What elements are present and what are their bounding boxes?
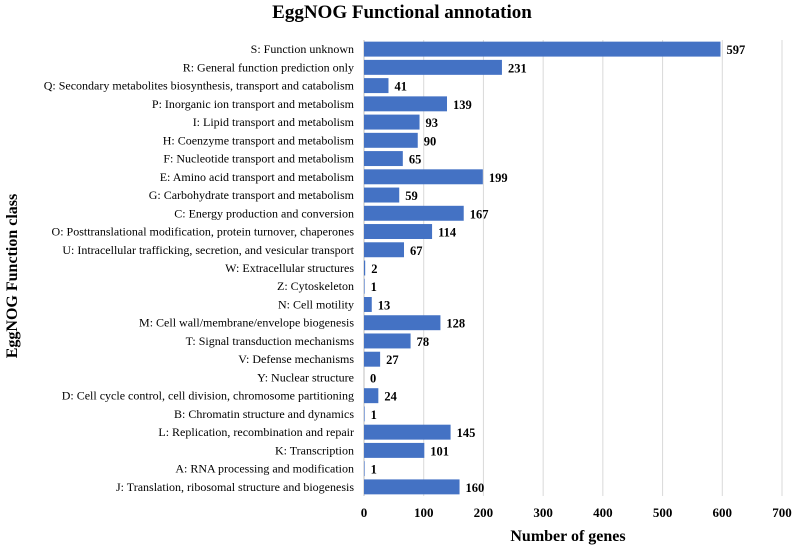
data-label: 1 [371, 408, 377, 422]
category-label: S: Function unknown [251, 42, 354, 56]
bar [364, 424, 451, 440]
category-label: D: Cell cycle control, cell division, ch… [62, 389, 354, 403]
bar [364, 461, 365, 477]
bar [364, 351, 381, 367]
x-axis-title: Number of genes [510, 528, 625, 545]
category-label: G: Carbohydrate transport and metabolism [149, 188, 355, 202]
x-tick-label: 0 [361, 505, 368, 520]
bar [364, 205, 464, 221]
gridlines [363, 40, 783, 496]
bar [364, 114, 420, 130]
data-label: 41 [394, 80, 407, 94]
bar [364, 96, 448, 112]
bars [364, 41, 721, 495]
x-tick-label: 100 [414, 505, 434, 520]
category-label: F: Nucleotide transport and metabolism [163, 152, 354, 166]
x-axis-ticks: 0 100 200 300 400 500 600 700 [361, 505, 792, 520]
bar [364, 388, 379, 404]
category-label: I: Lipid transport and metabolism [193, 115, 355, 129]
category-label: H: Coenzyme transport and metabolism [163, 133, 355, 147]
category-label: C: Energy production and conversion [174, 206, 354, 220]
data-label: 13 [378, 298, 391, 312]
category-label: N: Cell motility [278, 297, 354, 311]
data-label: 114 [438, 226, 457, 240]
category-labels: S: Function unknown R: General function p… [44, 42, 355, 494]
category-label: M: Cell wall/membrane/envelope biogenesi… [139, 316, 354, 330]
bar [364, 41, 721, 57]
bar [364, 297, 372, 312]
data-label: 128 [446, 317, 465, 331]
category-label: E: Amino acid transport and metabolism [160, 170, 355, 184]
x-tick-label: 500 [653, 505, 673, 520]
bar [364, 333, 411, 349]
data-label: 1 [371, 463, 377, 477]
category-label: V: Defense mechanisms [238, 352, 354, 366]
category-label: A: RNA processing and modification [175, 462, 354, 476]
bar [364, 242, 405, 258]
data-label: 199 [489, 171, 508, 185]
y-axis-title: EggNOG Function class [4, 194, 21, 358]
x-tick-label: 200 [474, 505, 494, 520]
category-label: Y: Nuclear structure [257, 370, 354, 384]
category-label: U: Intracellular trafficking, secretion,… [62, 243, 354, 257]
bar [364, 260, 366, 276]
bar [364, 151, 403, 167]
data-label: 167 [470, 207, 489, 221]
data-label: 0 [370, 371, 376, 385]
data-label: 65 [409, 153, 422, 167]
data-label: 90 [424, 134, 437, 148]
data-label: 93 [426, 116, 439, 130]
category-label: P: Inorganic ion transport and metabolis… [152, 97, 355, 111]
bar [364, 132, 418, 148]
data-labels: 5972314113993906519959167114672113128782… [370, 43, 745, 495]
data-label: 160 [466, 481, 485, 495]
category-label: R: General function prediction only [183, 60, 354, 74]
data-label: 101 [430, 444, 449, 458]
data-label: 59 [405, 189, 418, 203]
bar [364, 59, 502, 75]
data-label: 24 [384, 390, 397, 404]
category-label: T: Signal transduction mechanisms [186, 334, 355, 348]
bar [364, 224, 433, 239]
bar [364, 442, 425, 458]
bar [364, 78, 389, 94]
category-label: W: Extracellular structures [225, 261, 354, 275]
data-label: 27 [386, 353, 399, 367]
bar [364, 187, 400, 203]
data-label: 145 [457, 426, 476, 440]
bar [364, 406, 365, 422]
bar [364, 169, 483, 185]
bar [364, 278, 365, 294]
data-label: 78 [417, 335, 430, 349]
data-label: 67 [410, 244, 423, 258]
category-label: L: Replication, recombination and repair [158, 425, 354, 439]
data-label: 597 [726, 43, 745, 57]
bar [364, 479, 460, 495]
x-tick-label: 400 [593, 505, 613, 520]
x-tick-label: 600 [713, 505, 733, 520]
x-tick-label: 300 [533, 505, 553, 520]
data-label: 231 [508, 61, 527, 75]
category-label: O: Posttranslational modification, prote… [52, 225, 355, 239]
data-label: 139 [453, 98, 472, 112]
category-label: J: Translation, ribosomal structure and … [116, 480, 354, 494]
data-label: 1 [371, 280, 377, 294]
category-label: B: Chromatin structure and dynamics [174, 407, 354, 421]
x-tick-label: 700 [772, 505, 792, 520]
category-label: Q: Secondary metabolites biosynthesis, t… [44, 79, 355, 93]
category-label: Z: Cytoskeleton [277, 279, 354, 293]
data-label: 2 [371, 262, 377, 276]
category-label: K: Transcription [275, 443, 354, 457]
chart-title: EggNOG Functional annotation [272, 2, 532, 23]
bar [364, 315, 441, 331]
